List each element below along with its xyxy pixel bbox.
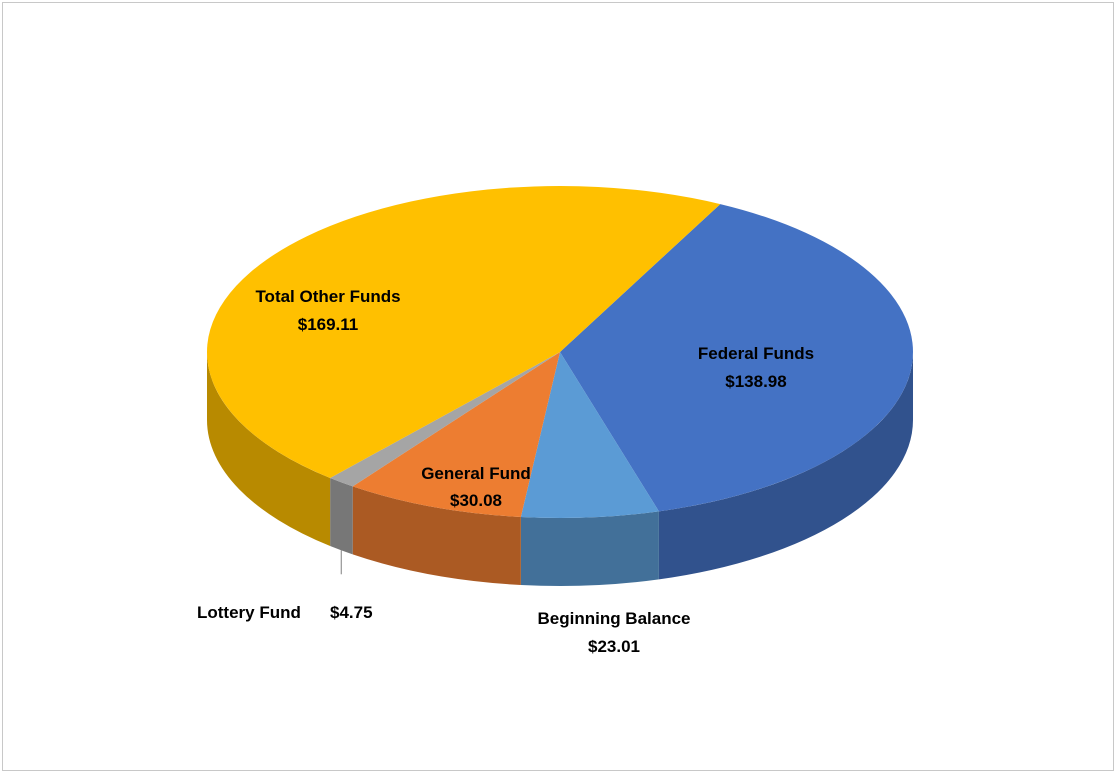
slice-lottery-fund [330, 352, 560, 487]
slice-federal-funds [560, 204, 913, 512]
value-general-fund: $30.08 [450, 491, 502, 510]
side-beginning-balance [520, 511, 659, 586]
side-total-other-funds [207, 352, 331, 546]
side-general-fund [352, 486, 521, 585]
label-federal-funds: Federal Funds [698, 344, 814, 363]
label-total-other-funds: Total Other Funds [255, 287, 400, 306]
slice-total-other-funds [206, 185, 721, 478]
label-beginning-balance: Beginning Balance [537, 609, 690, 628]
value-total-other-funds: $169.11 [298, 315, 359, 334]
value-lottery-fund: $4.75 [330, 603, 373, 622]
value-federal-funds: $138.98 [725, 372, 786, 391]
side-federal-funds [658, 352, 913, 580]
side-lottery-fund [330, 477, 353, 555]
pie-tops [206, 185, 913, 518]
value-beginning-balance: $23.01 [588, 637, 640, 656]
pie-sides [207, 352, 913, 586]
slice-general-fund [352, 352, 560, 517]
slice-beginning-balance [520, 352, 659, 518]
label-general-fund: General Fund [421, 464, 531, 483]
label-lottery-fund: Lottery Fund [197, 603, 301, 622]
